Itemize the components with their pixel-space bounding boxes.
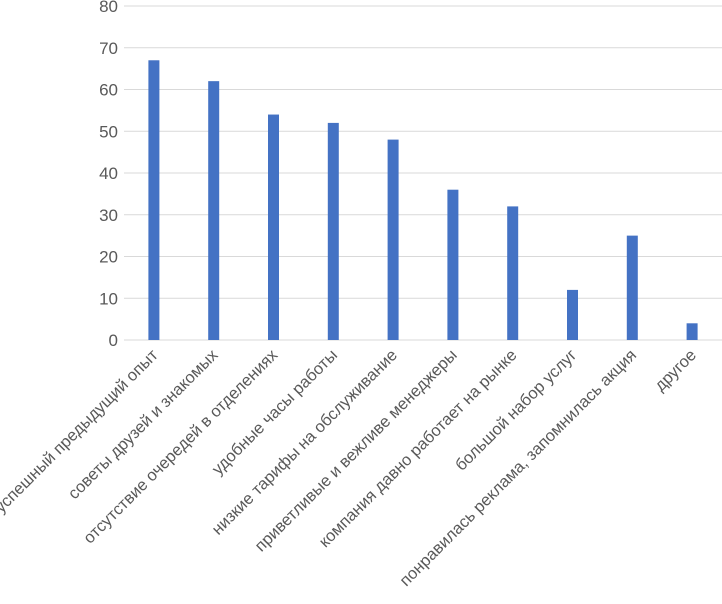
y-tick-label: 30 <box>99 206 118 225</box>
bar-7 <box>507 206 519 340</box>
y-tick-label: 0 <box>109 331 118 350</box>
bar-5 <box>387 139 399 340</box>
x-tick-label: другое <box>651 346 700 395</box>
bar-10 <box>686 323 698 340</box>
y-tick-label: 50 <box>99 122 118 141</box>
bar-3 <box>268 114 279 340</box>
y-tick-label: 60 <box>99 81 118 100</box>
y-tick-label: 20 <box>99 248 118 267</box>
bars <box>148 60 698 341</box>
bar-4 <box>327 122 339 341</box>
bar-8 <box>567 289 578 340</box>
bar-9 <box>626 235 638 340</box>
y-tick-label: 40 <box>99 164 118 183</box>
x-tick-label: большой набор услуг <box>452 346 580 474</box>
gridlines <box>124 5 722 341</box>
y-tick-label: 80 <box>99 0 118 16</box>
y-tick-label: 70 <box>99 39 118 58</box>
bar-6 <box>447 189 459 340</box>
y-axis-tick-labels: 0 10 20 30 40 50 60 70 80 <box>99 0 118 350</box>
bar-2 <box>208 81 220 341</box>
y-tick-label: 10 <box>99 289 118 308</box>
bar-1 <box>148 60 160 341</box>
